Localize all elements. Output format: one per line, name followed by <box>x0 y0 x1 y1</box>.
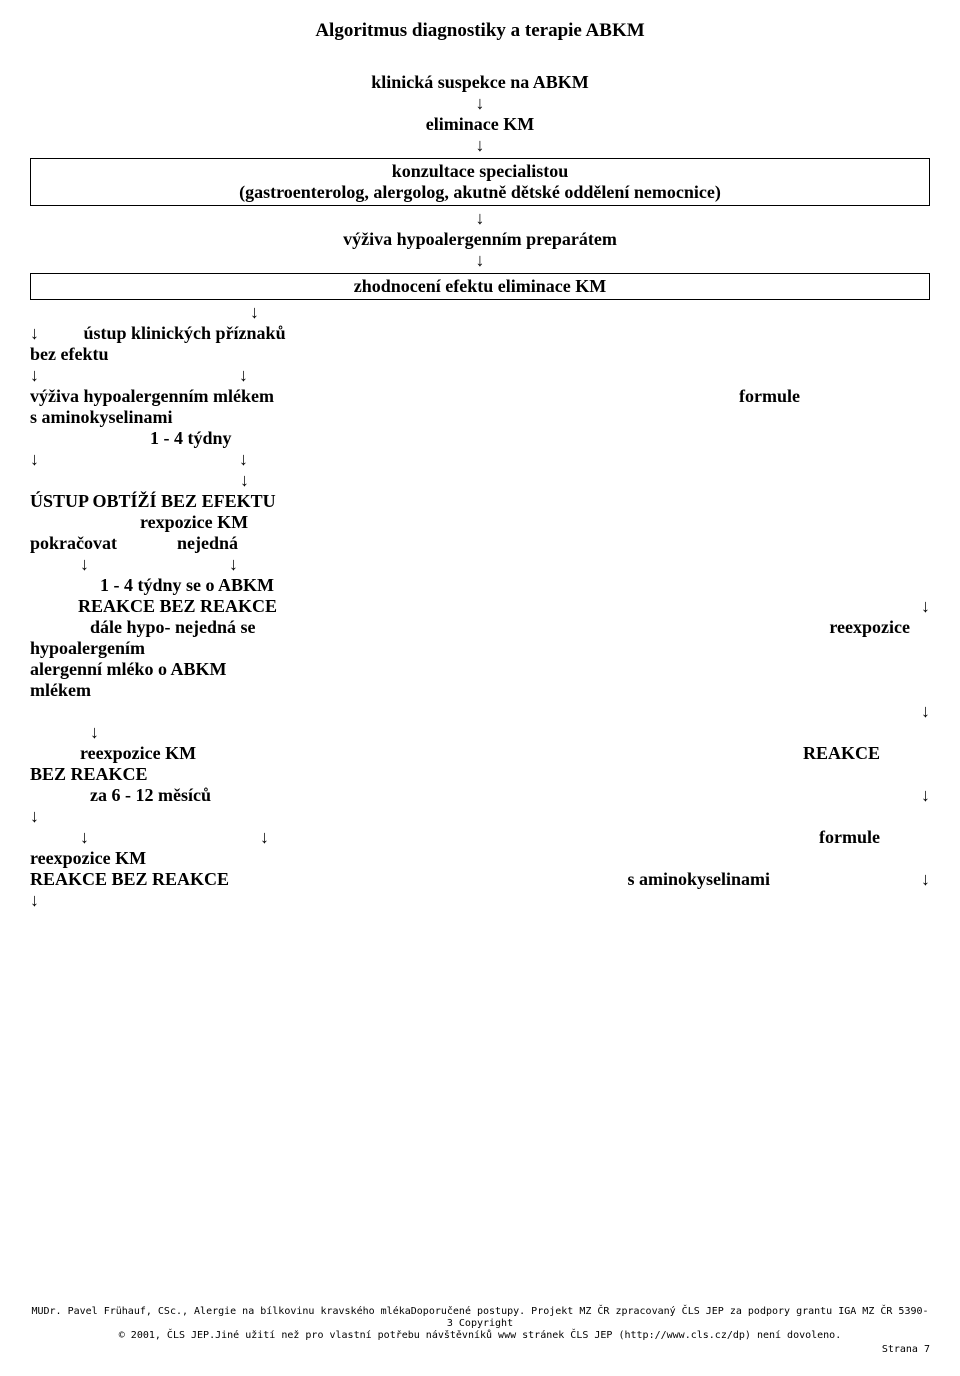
line-eliminace: eliminace KM <box>30 114 930 135</box>
hypoalergenim: hypoalergením <box>30 638 930 659</box>
arrow-last-r: ↓ <box>910 869 930 890</box>
formule: formule <box>630 386 930 407</box>
row-arrows: ↓ ústup klinických příznaků <box>30 323 930 344</box>
line-suspekce: klinická suspekce na ABKM <box>30 72 930 93</box>
page-number: Strana 7 <box>30 1344 930 1356</box>
pokracovat: pokračovat <box>30 533 117 554</box>
box-line-a: konzultace specialistou <box>37 161 923 182</box>
row-arrows-3: ↓↓ <box>30 449 930 470</box>
arrow-right: ↓ <box>678 596 930 617</box>
arrow-a: ↓ <box>30 827 140 848</box>
line-vyziva: výživa hypoalergenním preparátem <box>30 229 930 250</box>
mesicu-row: za 6 - 12 měsíců ↓ <box>30 785 930 806</box>
reexpokm-reakce: reexpozice KM REAKCE <box>30 743 930 764</box>
dale-hypo: dále hypo- nejedná se <box>30 617 590 638</box>
reakce-bez: REAKCE BEZ REAKCE <box>30 596 678 617</box>
mesicu: za 6 - 12 měsíců <box>30 785 590 806</box>
arrow: ↓ <box>30 93 930 114</box>
footer-line-2: © 2001, ČLS JEP.Jiné užití než pro vlast… <box>30 1330 930 1342</box>
bez-efektu: bez efektu <box>30 344 930 365</box>
arrow-left-3: ↓ <box>30 806 930 827</box>
doc-title: Algoritmus diagnostiky a terapie ABKM <box>30 20 930 42</box>
arrow-right-2: ↓ <box>590 785 930 806</box>
box-line-b: (gastroenterolog, alergolog, akutně děts… <box>37 182 923 203</box>
alergenni-mleko: alergenní mléko o ABKM <box>30 659 930 680</box>
ustup-text: ústup klinických příznaků <box>84 323 286 343</box>
tydny-line: 1 - 4 týdny <box>30 428 930 449</box>
aminokyselinami: s aminokyselinami <box>30 407 930 428</box>
arrow: ↓ <box>30 250 930 271</box>
dale-hypo-row: dále hypo- nejedná se reexpozice <box>30 617 930 638</box>
arrow-b: ↓ <box>140 827 560 848</box>
arrow-indent: ↓ <box>30 302 930 323</box>
rexpozice: rexpozice KM <box>30 512 930 533</box>
reakce-bezreakce: REAKCE BEZ REAKCE ↓ <box>30 596 930 617</box>
footer-line-1: MUDr. Pavel Frühauf, CSc., Alergie na bí… <box>30 1306 930 1330</box>
row-arrows-4: ↓↓ <box>30 554 930 575</box>
formule-2: formule <box>560 827 930 848</box>
footer: MUDr. Pavel Frühauf, CSc., Alergie na bí… <box>30 1306 930 1356</box>
mlekem: mlékem <box>30 680 930 701</box>
arrow-final: ↓ <box>30 890 930 911</box>
reexpozice-r: reexpozice <box>590 617 930 638</box>
pokracovat-nejedna: pokračovat nejedná <box>30 533 930 554</box>
arrow-solo: ↓ <box>30 470 930 491</box>
box-konzultace: konzultace specialistou (gastroenterolog… <box>30 158 930 206</box>
row-hypo-formule: výživa hypoalergenním mlékem formule <box>30 386 930 407</box>
formule-row: ↓ ↓ formule <box>30 827 930 848</box>
tydny-abkm: 1 - 4 týdny se o ABKM <box>30 575 930 596</box>
row-arrows-2: ↓↓ <box>30 365 930 386</box>
vyziva-hypo: výživa hypoalergenním mlékem <box>30 386 630 407</box>
bez-reakce-2: BEZ REAKCE <box>30 764 930 785</box>
nejedna: nejedná <box>117 533 238 554</box>
arrow: ↓ <box>30 208 930 229</box>
ustup-bez: ÚSTUP OBTÍŽÍ BEZ EFEKTU <box>30 491 930 512</box>
amino-2: s aminokyselinami <box>430 869 910 890</box>
last-row: REAKCE BEZ REAKCE s aminokyselinami ↓ <box>30 869 930 890</box>
arrow-solo-2: ↓ <box>30 722 930 743</box>
reakce-bez-2: REAKCE BEZ REAKCE <box>30 869 430 890</box>
arrow: ↓ <box>30 135 930 156</box>
arrow-right-solo: ↓ <box>30 701 930 722</box>
reexpozice-km: reexpozice KM <box>30 743 580 764</box>
reakce-right: REAKCE <box>580 743 930 764</box>
reexpozice-km-2: reexpozice KM <box>30 848 930 869</box>
box-zhodnoceni: zhodnocení efektu eliminace KM <box>30 273 930 300</box>
